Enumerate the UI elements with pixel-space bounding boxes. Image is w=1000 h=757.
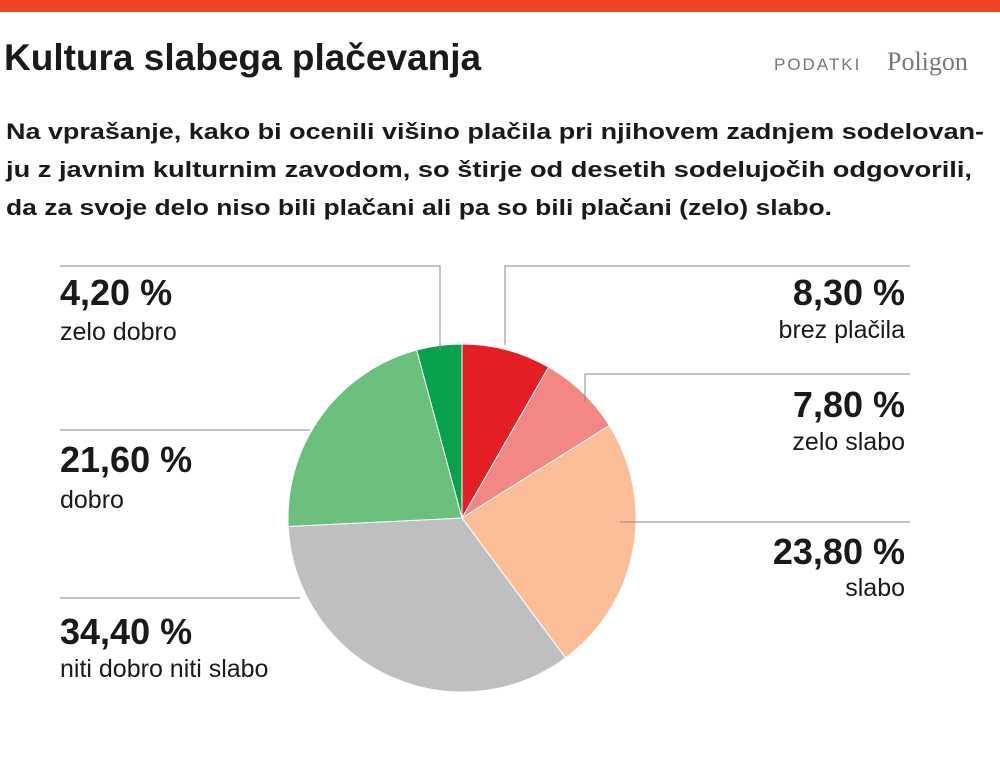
- labels: 8,30 % brez plačila 7,80 % zelo slabo 23,80 …: [60, 265, 910, 683]
- pie-slice: [461, 424, 637, 659]
- subtitle-line: Na vprašanje, kako bi ocenili višino pla…: [6, 119, 984, 144]
- category-label: dobro: [60, 486, 124, 514]
- category-label: zelo slabo: [792, 428, 905, 456]
- leader-line: [584, 373, 910, 402]
- category-label: zelo dobro: [60, 318, 177, 346]
- top-bar: [0, 0, 1000, 12]
- value-label: 8,30 %: [793, 272, 905, 313]
- source-label: PODATKI: [774, 55, 861, 74]
- value-label: 7,80 %: [793, 384, 905, 425]
- subtitle-line: da za svoje delo niso bili plačani ali p…: [6, 195, 832, 220]
- value-label: 34,40 %: [60, 611, 192, 652]
- value-label: 21,60 %: [60, 439, 192, 480]
- subtitle-line: ju z javnim kulturnim zavodom, so štirje…: [5, 157, 972, 182]
- leader-line: [60, 265, 441, 350]
- pie-slice: [416, 343, 463, 519]
- source: Poligon: [887, 47, 968, 76]
- pie-slice: [461, 343, 550, 520]
- category-label: niti dobro niti slabo: [60, 655, 268, 683]
- chart-title: Kultura slabega plačevanja: [4, 37, 482, 78]
- value-label: 4,20 %: [60, 272, 172, 313]
- pie-slice: [287, 349, 463, 527]
- pie-slice: [287, 517, 567, 693]
- category-label: slabo: [845, 574, 905, 602]
- category-label: brez plačila: [779, 316, 906, 344]
- pie: [287, 343, 637, 693]
- value-label: 23,80 %: [773, 531, 905, 572]
- leader-line: [504, 265, 910, 345]
